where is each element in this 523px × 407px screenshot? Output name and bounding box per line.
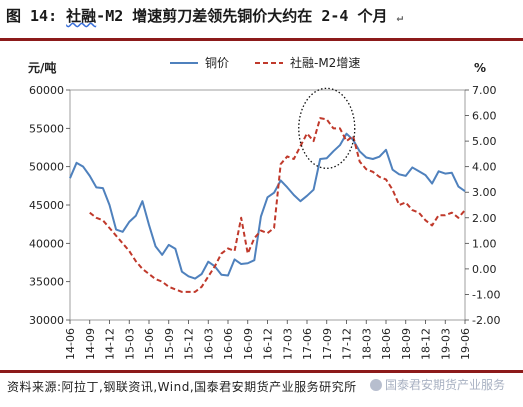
source-note: 资料来源:阿拉丁,钢联资讯,Wind,国泰君安期货产业服务研究所 [7, 380, 357, 394]
legend-label-copper: 铜价 [205, 55, 229, 70]
right-tick-label: 4.00 [472, 161, 497, 174]
x-tick-label: 16-06 [222, 328, 235, 360]
figure-title-highlight: 社融 [66, 7, 97, 25]
watermark: 国泰君安期货产业服务 [370, 376, 505, 393]
x-tick-label: 19-03 [439, 328, 452, 360]
x-tick-label: 18-06 [380, 328, 393, 360]
right-tick-label: 1.00 [472, 237, 497, 250]
x-tick-label: 14-12 [104, 328, 117, 360]
right-tick-label: -2.00 [472, 314, 500, 327]
x-tick-label: 18-12 [420, 328, 433, 360]
x-tick-label: 15-09 [163, 328, 176, 360]
left-axis-unit: 元/吨 [28, 60, 56, 75]
right-tick-label: 2.00 [472, 212, 497, 225]
right-tick-label: 3.00 [472, 186, 497, 199]
x-tick-label: 16-09 [242, 328, 255, 360]
x-tick-label: 14-09 [84, 328, 97, 360]
highlight-ellipse [298, 87, 356, 169]
x-tick-label: 16-12 [262, 328, 275, 360]
x-tick-label: 17-03 [281, 328, 294, 360]
left-tick-label: 35000 [29, 276, 64, 289]
x-tick-label: 17-06 [301, 328, 314, 360]
x-tick-label: 16-03 [202, 328, 215, 360]
x-tick-label: 19-06 [459, 328, 472, 360]
right-tick-label: -1.00 [472, 288, 500, 301]
x-tick-label: 15-03 [123, 328, 136, 360]
right-tick-label: 7.00 [472, 84, 497, 97]
watermark-text: 国泰君安期货产业服务 [385, 378, 506, 392]
right-tick-label: 0.00 [472, 263, 497, 276]
legend-label-spread: 社融-M2增速 [290, 55, 360, 70]
figure-title-rest: -M2 增速剪刀差领先铜价大约在 2-4 个月 [96, 7, 388, 25]
x-tick-label: 17-12 [341, 328, 354, 360]
left-tick-label: 45000 [29, 199, 64, 212]
x-tick-label: 14-06 [64, 328, 77, 360]
right-axis-unit: % [474, 61, 486, 75]
x-tick-label: 18-03 [360, 328, 373, 360]
left-tick-label: 30000 [29, 314, 64, 327]
left-tick-label: 50000 [29, 161, 64, 174]
left-tick-label: 40000 [29, 237, 64, 250]
x-tick-label: 15-06 [143, 328, 156, 360]
x-tick-label: 18-09 [400, 328, 413, 360]
top-rule [0, 38, 523, 41]
plot-area [69, 89, 466, 321]
copper-price-line [69, 132, 466, 280]
right-tick-label: 5.00 [472, 135, 497, 148]
x-tick-label: 17-09 [321, 328, 334, 360]
left-tick-label: 55000 [29, 122, 64, 135]
paragraph-mark: ↵ [396, 11, 404, 24]
bottom-rule [0, 370, 523, 373]
right-tick-label: 6.00 [472, 110, 497, 123]
figure-title: 图 14: 社融-M2 增速剪刀差领先铜价大约在 2-4 个月 ↵ [6, 5, 403, 26]
figure-title-prefix: 图 14: [6, 7, 58, 25]
tsf-m2-spread-line [89, 117, 466, 293]
left-tick-label: 60000 [29, 84, 64, 97]
x-tick-label: 15-12 [183, 328, 196, 360]
watermark-logo-icon [370, 379, 382, 391]
